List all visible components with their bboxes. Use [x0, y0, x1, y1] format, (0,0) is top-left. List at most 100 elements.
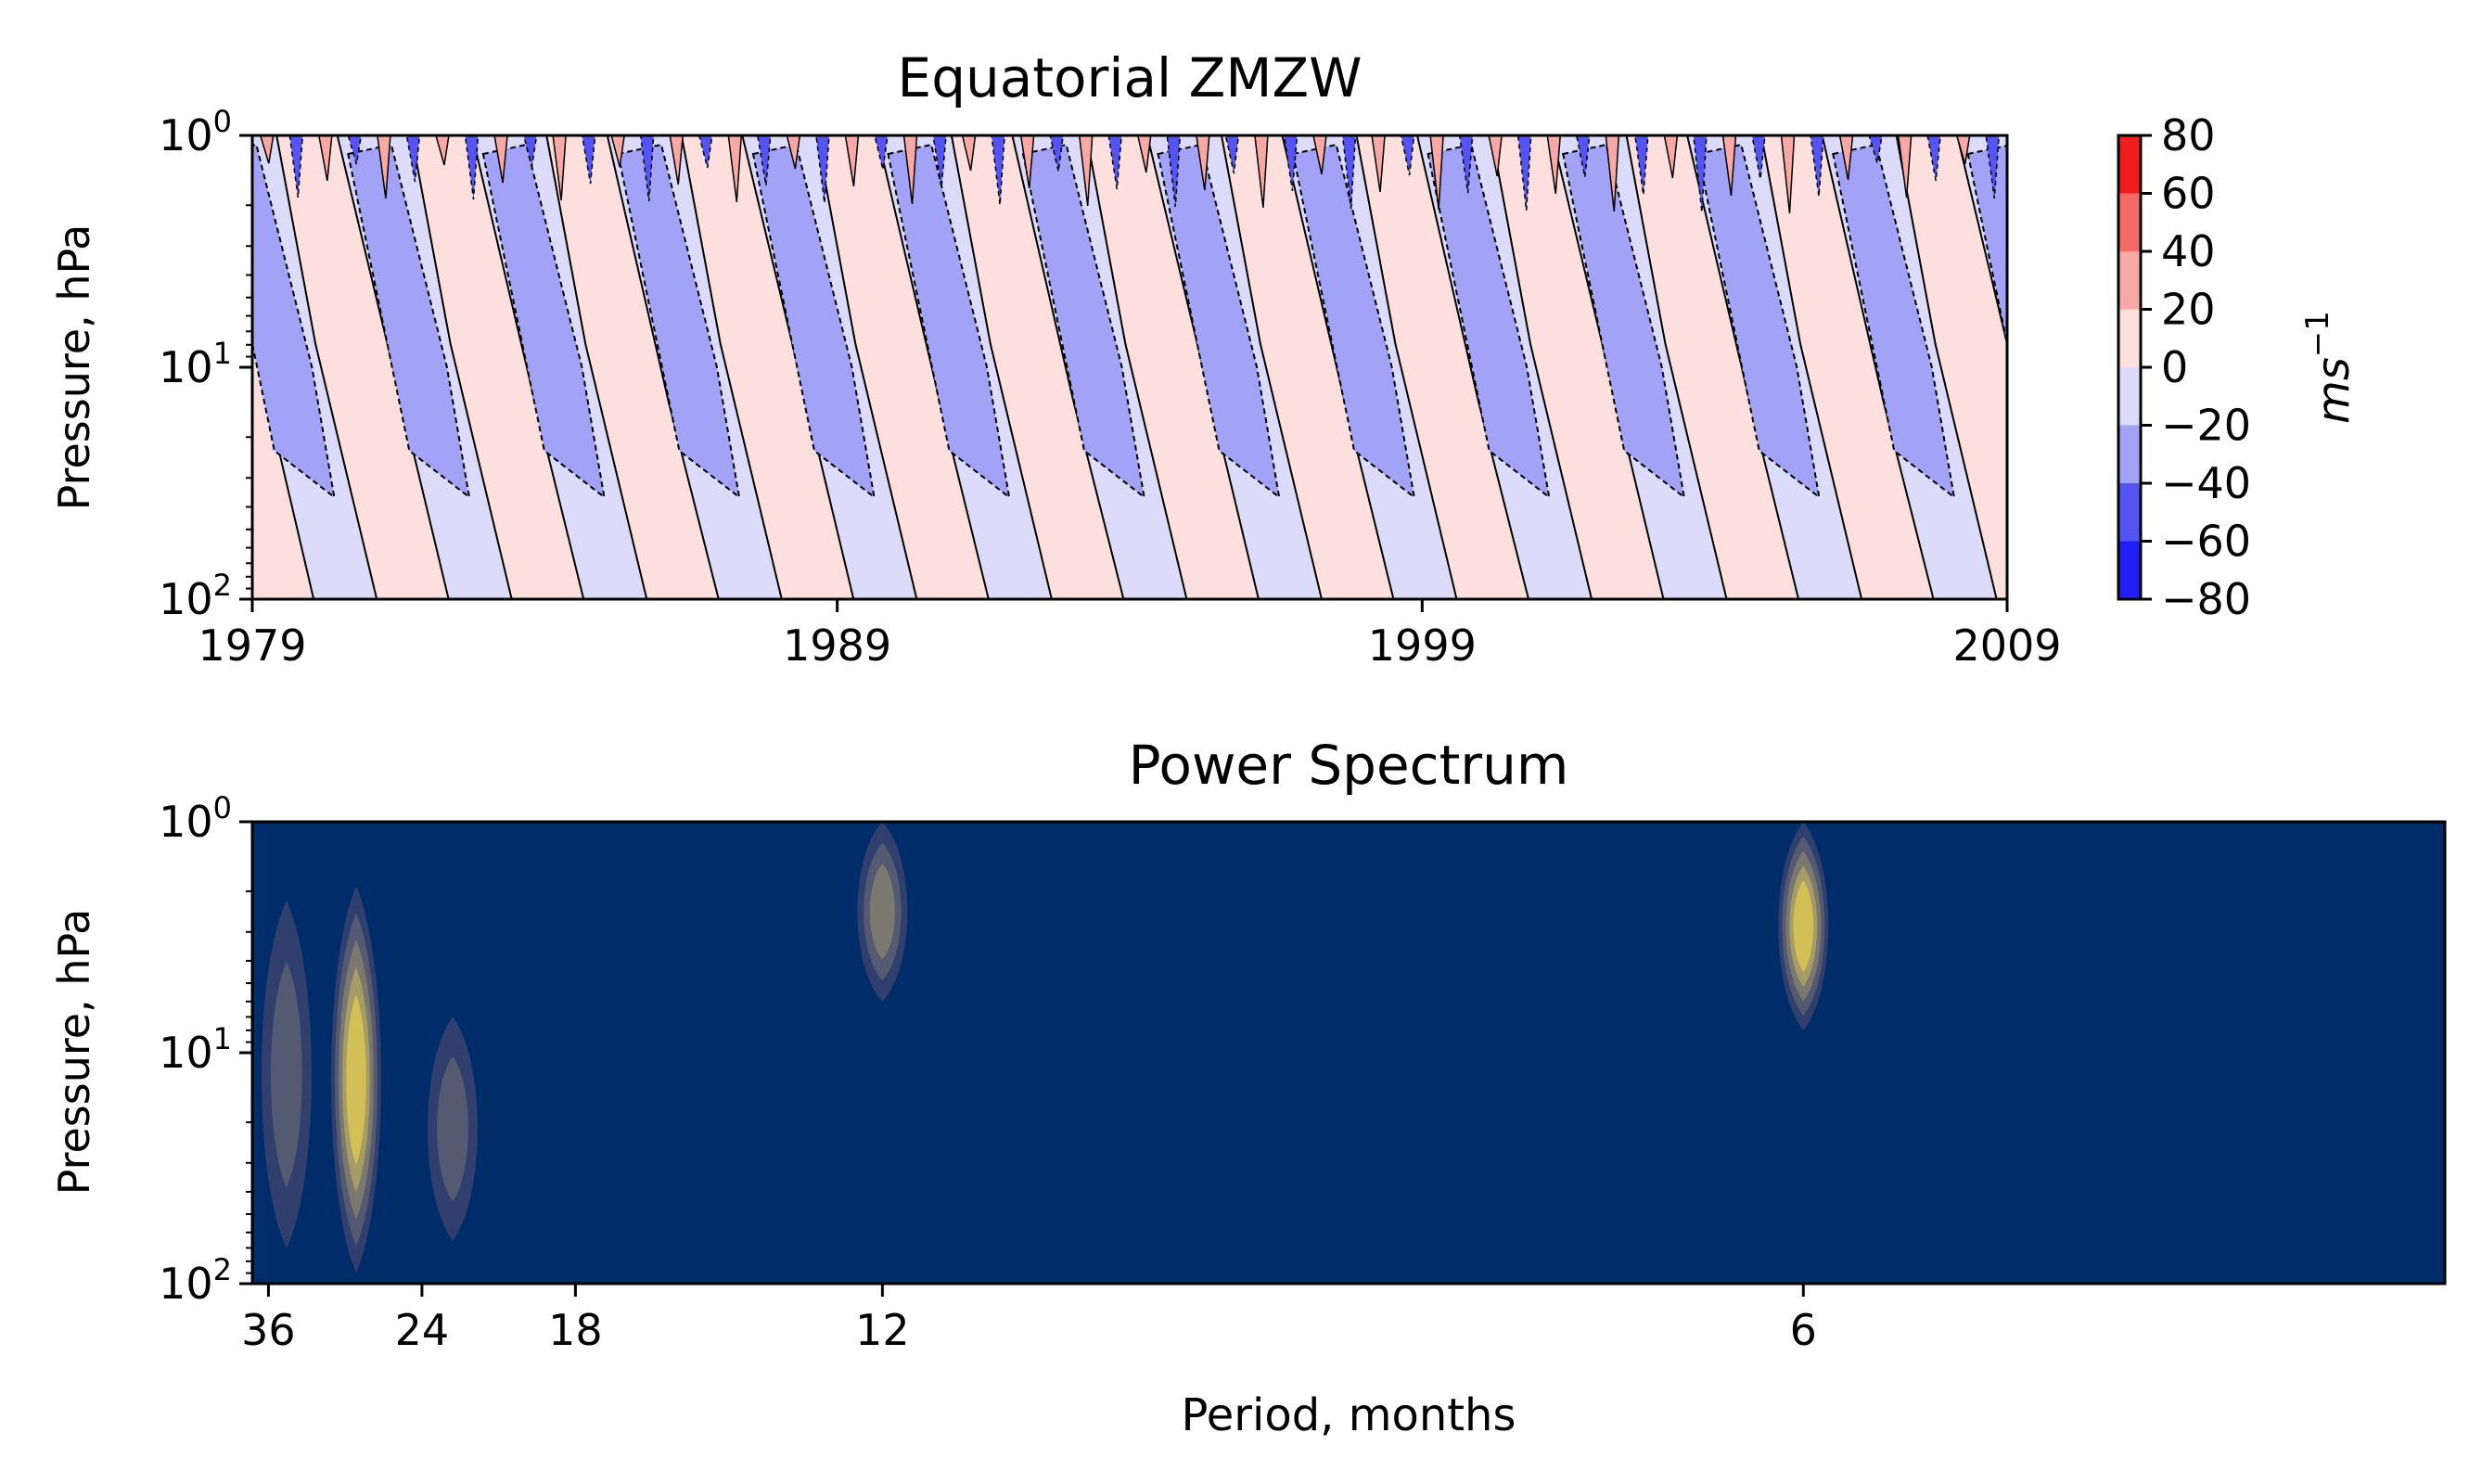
zmzw-sao-spike	[727, 135, 743, 203]
spectrum-peak-contour	[346, 994, 366, 1165]
zmzw-sao-spike	[405, 135, 421, 183]
zmzw-sao-spike	[1634, 135, 1649, 196]
zmzw-sao-spike	[377, 135, 391, 199]
spectrum-y-label: Pressure, hPa	[49, 909, 99, 1196]
zmzw-sao-spike	[1196, 135, 1210, 191]
spectrum-y-tick-label: 101	[159, 1021, 232, 1078]
zmzw-sao-spike	[1458, 135, 1474, 194]
zmzw-sao-spike	[757, 135, 772, 186]
zmzw-easterly-band	[1832, 143, 1956, 500]
zmzw-sao-spike	[961, 135, 977, 172]
zmzw-sao-spike	[639, 135, 655, 202]
spectrum-x-tick-label: 24	[395, 1305, 450, 1355]
zmzw-easterly-band	[1427, 143, 1551, 500]
zmzw-sao-spike	[1546, 135, 1561, 195]
zmzw-sao-spike	[1751, 135, 1766, 180]
zmzw-sao-spike	[552, 135, 567, 201]
zmzw-sao-spike	[815, 135, 830, 204]
colorbar-tick-label: −60	[2161, 517, 2251, 567]
zmzw-easterly-band	[1021, 143, 1146, 500]
zmzw-easterly-band	[1562, 143, 1686, 500]
zmzw-easterly-band	[1696, 143, 1821, 500]
zmzw-plot-area	[252, 135, 2007, 599]
spectrum-x-tick-label: 18	[548, 1305, 603, 1355]
zmzw-westerly-band	[1895, 135, 2007, 599]
zmzw-sao-spike	[844, 135, 860, 187]
colorbar-swatch	[2118, 367, 2141, 426]
zmzw-westerly-band	[1220, 135, 1395, 599]
zmzw-sao-spike	[347, 135, 363, 165]
zmzw-sao-spike	[1107, 135, 1122, 190]
zmzw-sao-spike	[991, 135, 1005, 206]
spectrum-peak-contour	[1793, 879, 1814, 972]
colorbar-label-exp: −1	[2299, 311, 2336, 357]
spectrum-panel: Power Spectrum 36 24 18 12 6 100 101 102 Press…	[49, 734, 2447, 1441]
zmzw-panel: Equatorial ZMZW 1979 1989 1999 2009 1001011…	[49, 46, 2360, 671]
zmzw-easterly-band	[347, 143, 471, 500]
zmzw-x-axis: 1979 1989 1999 2009	[198, 599, 2062, 671]
zmzw-westerly-band	[1085, 135, 1260, 599]
zmzw-easterly-band	[751, 143, 876, 500]
zmzw-westerly-band	[680, 135, 855, 599]
zmzw-sao-spike	[581, 135, 596, 185]
spectrum-y-tick-label: 100	[159, 790, 232, 847]
zmzw-sao-spike	[1810, 135, 1824, 198]
zmzw-sao-spike	[1341, 135, 1357, 210]
zmzw-sao-spike	[1166, 135, 1182, 208]
spectrum-y-tick-label: 102	[159, 1252, 232, 1309]
zmzw-sao-spike	[288, 135, 304, 198]
zmzw-sao-spike	[1254, 135, 1269, 209]
colorbar-swatch	[2118, 309, 2141, 367]
colorbar-swatch	[2118, 483, 2141, 542]
zmzw-sao-spike	[1868, 135, 1883, 164]
colorbar-tick-label: −20	[2161, 401, 2251, 451]
zmzw-sao-spike	[932, 135, 947, 188]
zmzw-sao-spike	[1693, 135, 1708, 213]
zmzw-x-tick-label: 1979	[198, 620, 306, 671]
zmzw-sao-spike	[1985, 135, 2000, 199]
colorbar-swatch	[2118, 251, 2141, 310]
colorbar-swatch	[2118, 541, 2141, 599]
zmzw-sao-spike	[786, 135, 801, 170]
zmzw-sao-spike	[318, 135, 333, 182]
colorbar-swatch	[2118, 425, 2141, 483]
spectrum-x-tick-label: 12	[855, 1305, 910, 1355]
zmzw-sao-spike	[1576, 135, 1591, 178]
zmzw-sao-spike	[1955, 135, 1971, 165]
zmzw-easterly-band	[1157, 143, 1281, 500]
zmzw-title: Equatorial ZMZW	[898, 46, 1363, 109]
zmzw-sao-spike	[1721, 135, 1737, 197]
spectrum-peak-contour	[437, 1055, 468, 1202]
zmzw-sao-spike	[259, 135, 275, 164]
zmzw-easterly-band	[1966, 144, 2007, 349]
zmzw-sao-spike	[1283, 135, 1299, 192]
zmzw-easterly-band	[481, 143, 606, 500]
colorbar-ticks: −80 −60 −40 −20 0 20 40 60 80	[2141, 110, 2251, 624]
spectrum-title: Power Spectrum	[1129, 734, 1569, 797]
zmzw-sao-spike	[1371, 135, 1386, 193]
zmzw-sao-spike	[874, 135, 889, 171]
zmzw-sao-spike	[1516, 135, 1532, 211]
colorbar-tick-label: 0	[2161, 342, 2188, 392]
zmzw-westerly-band	[275, 135, 450, 599]
zmzw-y-tick-label: 102	[159, 568, 232, 624]
spectrum-x-tick-label: 36	[241, 1305, 296, 1355]
zmzw-sao-spike	[1838, 135, 1854, 181]
zmzw-sao-spike	[1429, 135, 1444, 211]
spectrum-x-tick-label: 6	[1790, 1305, 1817, 1355]
colorbar-label: ms−1	[2299, 311, 2360, 424]
colorbar-tick-label: −40	[2161, 458, 2251, 508]
colorbar-swatches	[2118, 135, 2141, 599]
zmzw-westerly-band	[1490, 135, 1665, 599]
zmzw-sao-spike	[1488, 135, 1503, 177]
zmzw-sao-spike	[493, 135, 508, 184]
zmzw-sao-spike	[1663, 135, 1679, 179]
colorbar-swatch	[2118, 193, 2141, 251]
colorbar-tick-label: 20	[2161, 285, 2216, 335]
zmzw-sao-spike	[1897, 135, 1913, 198]
zmzw-sao-spike	[1019, 135, 1035, 189]
colorbar: −80 −60 −40 −20 0 20 40 60 80 ms−1	[2117, 110, 2360, 624]
colorbar-tick-label: 80	[2161, 110, 2216, 160]
spectrum-peak-contour	[271, 961, 302, 1187]
